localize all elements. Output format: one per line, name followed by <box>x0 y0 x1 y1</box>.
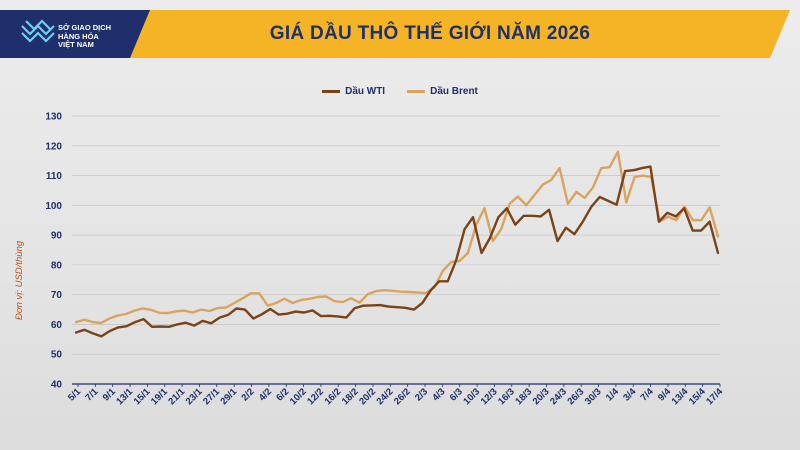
x-tick-label: 16/2 <box>323 386 344 407</box>
x-tick-label: 12/3 <box>479 386 500 407</box>
x-tick-label: 2/3 <box>413 386 430 403</box>
x-tick-label: 30/3 <box>583 386 604 407</box>
x-tick-label: 3/4 <box>621 386 639 404</box>
x-tick-label: 26/3 <box>565 386 586 407</box>
x-tick-label: 27/1 <box>201 386 222 407</box>
x-tick-label: 4/2 <box>257 386 274 403</box>
logo-line-1: SỞ GIAO DỊCH <box>58 23 112 32</box>
x-tick-label: 15/4 <box>687 386 708 407</box>
x-tick-label: 10/2 <box>288 386 309 407</box>
logo <box>20 18 150 58</box>
legend: Dầu WTI Dầu Brent <box>0 84 800 98</box>
legend-swatch-wti <box>322 89 341 93</box>
y-tick-label: 60 <box>51 320 63 331</box>
x-tick-label: 18/3 <box>513 386 534 407</box>
series-line-wti <box>74 165 720 338</box>
logo-line-2: HÀNG HÓA <box>58 31 99 41</box>
y-tick-label: 70 <box>51 290 63 301</box>
x-tick-label: 13/1 <box>114 386 135 407</box>
legend-item-brent: Dầu Brent <box>407 84 478 98</box>
x-tick-label: 15/1 <box>132 386 153 407</box>
x-tick-label: 24/3 <box>548 386 569 407</box>
x-tick-label: 5/1 <box>66 386 84 404</box>
x-tick-label: 18/2 <box>340 386 361 407</box>
chart-title: GIÁ DẦU THÔ THẾ GIỚI NĂM 2026 <box>269 23 591 44</box>
legend-label-wti: Dầu WTI <box>345 85 386 97</box>
x-tick-label: 26/2 <box>392 386 413 407</box>
y-tick-label: 80 <box>51 260 63 271</box>
x-tick-label: 24/2 <box>375 386 396 407</box>
x-tick-label: 13/4 <box>670 386 691 407</box>
title-banner <box>0 10 790 58</box>
y-tick-label: 120 <box>45 141 62 152</box>
x-tick-label: 12/2 <box>305 386 326 407</box>
x-tick-label: 4/3 <box>430 386 447 403</box>
x-tick-label: 2/2 <box>240 386 257 403</box>
x-tick-label: 29/1 <box>218 386 239 407</box>
logo-line-3: VIỆT NAM <box>58 40 94 49</box>
x-tick-label: 20/2 <box>357 386 378 407</box>
x-tick-label: 21/1 <box>166 386 187 407</box>
y-tick-label: 100 <box>45 201 62 212</box>
x-tick-label: 17/4 <box>704 386 725 407</box>
y-tick-label: 50 <box>51 350 63 361</box>
y-tick-label: 130 <box>45 112 62 123</box>
banner-shape <box>0 10 790 58</box>
legend-swatch-brent <box>407 89 426 93</box>
y-tick-label: 40 <box>51 380 63 391</box>
x-tick-label: 1/4 <box>604 386 622 404</box>
y-tick-label: 110 <box>46 171 63 182</box>
logo-icon <box>21 19 55 43</box>
x-tick-label: 7/1 <box>83 386 101 404</box>
x-tick-label: 19/1 <box>149 386 170 407</box>
x-tick-label: 7/4 <box>639 386 657 404</box>
legend-label-brent: Dầu Brent <box>430 85 478 97</box>
legend-item-wti: Dầu WTI <box>322 84 385 98</box>
series-line-brent <box>74 150 720 325</box>
x-tick-label: 10/3 <box>461 386 482 407</box>
x-tick-label: 20/3 <box>531 386 552 407</box>
x-tick-label: 23/1 <box>184 386 205 407</box>
y-tick-label: 90 <box>51 231 63 242</box>
x-tick-label: 16/3 <box>496 386 517 407</box>
logo-text: SỞ GIAO DỊCH HÀNG HÓA VIỆT NAM <box>58 23 112 50</box>
